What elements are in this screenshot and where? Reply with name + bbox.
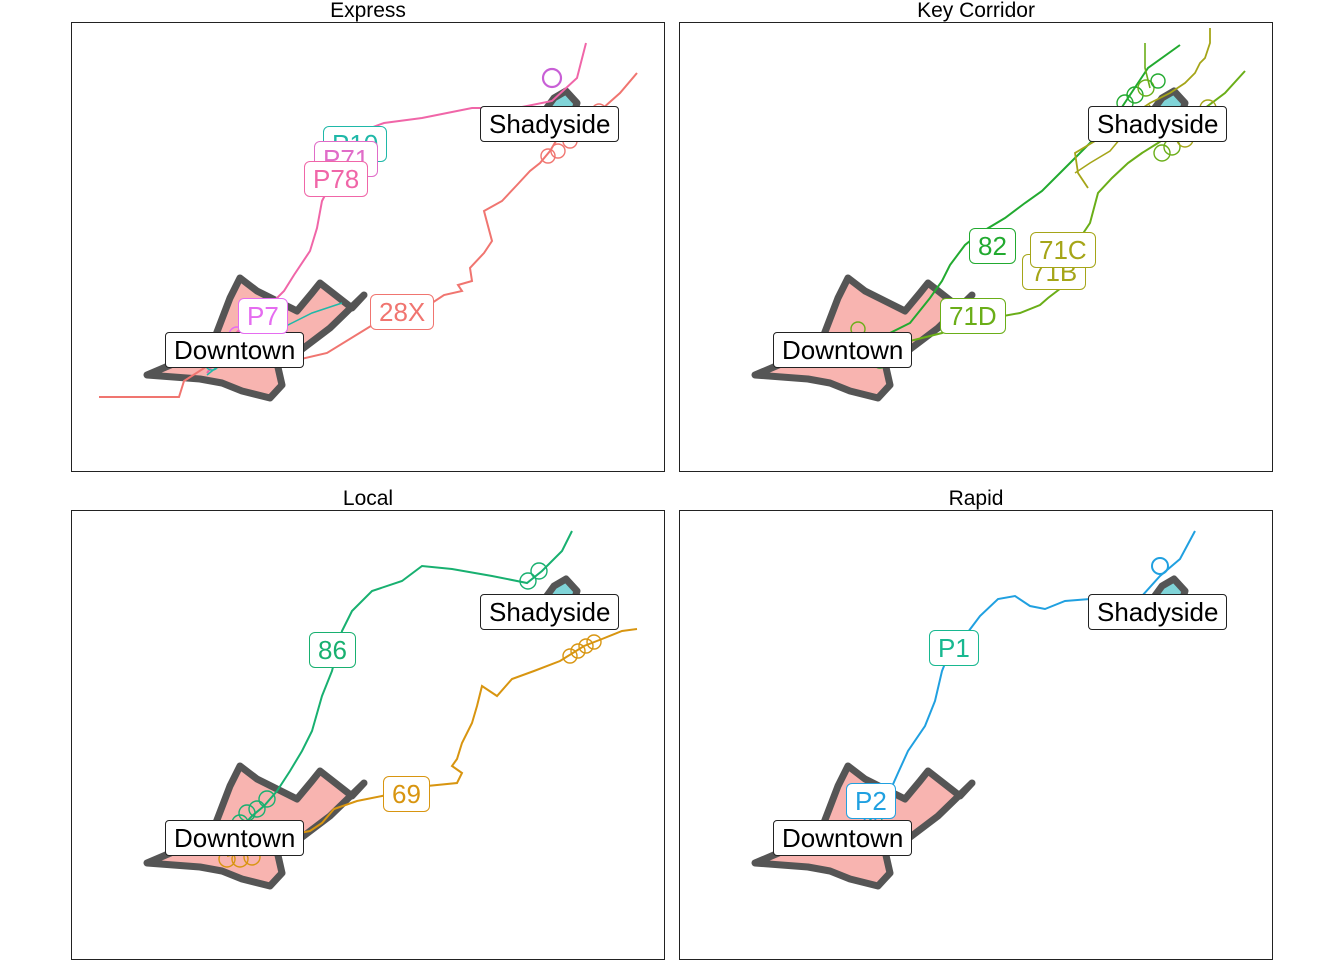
panel-title: Key Corridor: [917, 0, 1035, 22]
downtown-label: Downtown: [165, 332, 305, 368]
map-frame: Downtown Shadyside 71B 71C 82 71D: [679, 22, 1273, 472]
downtown-label: Downtown: [773, 332, 913, 368]
shadyside-label: Shadyside: [1088, 594, 1228, 630]
map-canvas: [143, 530, 638, 890]
route-label-71C: 71C: [1030, 232, 1096, 268]
map-canvas: [751, 530, 1196, 890]
map-frame: Downtown Shadyside P10 P71 P78 P7 28X: [71, 22, 665, 472]
map-frame: Downtown Shadyside P1 P2: [679, 510, 1273, 960]
route-label-P2: P2: [846, 783, 896, 819]
route-label-71D: 71D: [940, 298, 1006, 334]
route-label-69: 69: [383, 776, 430, 812]
route-69-line: [226, 628, 638, 857]
panel-key-corridor: Key Corridor: [679, 0, 1273, 472]
panel-rapid: Rapid Downtown Shadyside P1 P2: [679, 488, 1273, 960]
shadyside-label: Shadyside: [1088, 106, 1228, 142]
route-label-P78: P78: [304, 161, 369, 197]
route-82-branch-line: [1144, 43, 1151, 89]
map-frame: Downtown Shadyside 86 69: [71, 510, 665, 960]
panel-title: Rapid: [948, 487, 1004, 510]
panel-local: Local: [71, 488, 665, 960]
downtown-label: Downtown: [773, 820, 913, 856]
shadyside-label: Shadyside: [480, 106, 620, 142]
route-label-82: 82: [969, 228, 1016, 264]
route-label-86: 86: [309, 632, 356, 668]
route-label-P7: P7: [238, 298, 288, 334]
shadyside-label: Shadyside: [480, 594, 620, 630]
route-label-28X: 28X: [370, 294, 435, 330]
map-canvas: [99, 42, 638, 402]
panel-title: Express: [330, 0, 406, 22]
downtown-label: Downtown: [165, 820, 305, 856]
route-86-line: [239, 530, 573, 830]
route-label-P1: P1: [929, 630, 979, 666]
panel-title: Local: [342, 487, 394, 510]
panel-express: Express: [71, 0, 665, 472]
route-71C-line: [1074, 28, 1211, 189]
